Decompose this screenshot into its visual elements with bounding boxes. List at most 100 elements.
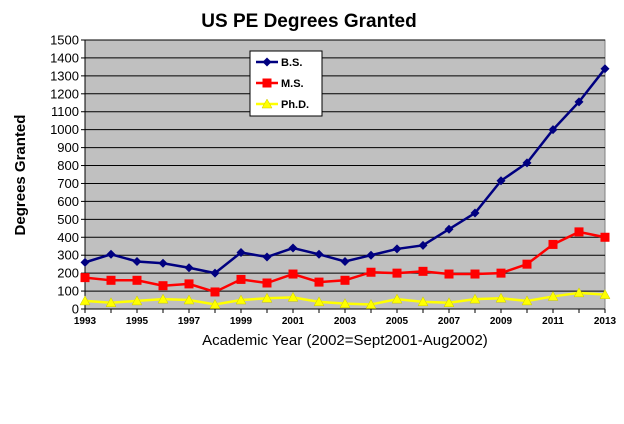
data-point-bs — [418, 240, 428, 250]
data-point-ms — [470, 269, 480, 279]
data-point-phd — [235, 294, 247, 305]
x-tick-label: 1997 — [178, 316, 201, 327]
x-tick-label: 2001 — [282, 316, 305, 327]
data-point-phd — [209, 299, 221, 309]
data-point-bs — [470, 208, 480, 218]
y-tick-label: 600 — [57, 194, 79, 209]
data-point-phd — [105, 297, 117, 307]
data-point-ms — [444, 269, 454, 279]
data-point-phd — [599, 289, 611, 299]
data-point-bs — [522, 158, 532, 168]
data-point-bs — [340, 256, 350, 266]
data-point-bs — [184, 263, 194, 273]
x-tick-label: 2009 — [490, 316, 513, 327]
data-point-bs — [132, 256, 142, 266]
data-point-bs — [106, 249, 116, 259]
data-point-phd — [313, 296, 325, 307]
data-point-ms — [80, 273, 90, 283]
data-point-bs — [444, 224, 454, 234]
data-point-ms — [262, 278, 272, 288]
data-point-phd — [573, 287, 585, 298]
data-point-phd — [157, 293, 169, 304]
data-point-ms — [288, 269, 298, 279]
y-tick-label: 400 — [57, 230, 79, 245]
data-point-ms — [158, 281, 168, 291]
data-point-phd — [417, 296, 429, 307]
data-point-ms — [106, 275, 116, 285]
data-point-phd — [183, 294, 195, 305]
legend-marker-bs — [262, 57, 272, 67]
y-tick-label: 100 — [57, 284, 79, 299]
data-point-bs — [574, 97, 584, 107]
y-tick-label: 1200 — [50, 86, 79, 101]
x-tick-label: 1995 — [126, 316, 149, 327]
data-point-phd — [79, 295, 91, 306]
legend-label-bs: B.S. — [281, 57, 302, 69]
x-axis-label: Academic Year (2002=Sept2001-Aug2002) — [202, 332, 488, 349]
y-tick-label: 1400 — [50, 50, 79, 65]
x-tick-label: 2003 — [334, 316, 357, 327]
y-tick-label: 700 — [57, 176, 79, 191]
y-tick-label: 800 — [57, 158, 79, 173]
data-point-bs — [314, 249, 324, 259]
data-point-ms — [210, 287, 220, 297]
data-point-phd — [365, 299, 377, 309]
data-point-bs — [210, 268, 220, 278]
data-point-phd — [521, 295, 533, 306]
y-tick-label: 1300 — [50, 68, 79, 83]
data-point-bs — [548, 125, 558, 135]
chart-title: US PE Degrees Granted — [201, 11, 416, 32]
series-ms — [80, 227, 610, 297]
y-tick-label: 1000 — [50, 122, 79, 137]
data-point-phd — [131, 295, 143, 306]
y-tick-label: 300 — [57, 248, 79, 263]
data-point-phd — [495, 292, 507, 303]
data-point-phd — [547, 290, 559, 301]
series-group — [79, 64, 611, 309]
data-point-ms — [496, 268, 506, 278]
legend: B.S. M.S. Ph.D. — [249, 50, 323, 117]
data-point-ms — [366, 267, 376, 277]
data-point-bs — [496, 176, 506, 186]
data-point-bs — [366, 250, 376, 260]
data-point-ms — [574, 227, 584, 237]
x-axis-ticks: 1993 1995 1997 1999 2001 2003 2005 2007 2009 2011… — [74, 309, 617, 327]
y-tick-label: 1100 — [51, 104, 79, 119]
legend-label-ms: M.S. — [281, 78, 304, 90]
x-tick-label: 2011 — [542, 316, 564, 327]
y-tick-label: 900 — [57, 140, 79, 155]
x-tick-label: 1999 — [230, 316, 253, 327]
y-axis-ticks: 0 100 200 300 400 500 600 700 800 900 1000 1100 1200… — [50, 33, 85, 317]
data-point-ms — [392, 268, 402, 278]
data-point-bs — [158, 258, 168, 268]
data-point-ms — [236, 274, 246, 284]
data-point-bs — [600, 64, 610, 74]
y-tick-label: 1500 — [50, 33, 79, 48]
y-axis-label: Degrees Granted — [12, 115, 29, 236]
data-point-bs — [80, 257, 90, 267]
legend-marker-phd — [261, 98, 273, 109]
y-tick-label: 500 — [57, 212, 79, 227]
data-point-phd — [339, 298, 351, 308]
data-point-phd — [287, 291, 299, 302]
data-point-ms — [418, 266, 428, 276]
data-point-bs — [236, 248, 246, 258]
data-point-bs — [262, 252, 272, 262]
data-point-ms — [184, 279, 194, 289]
data-point-phd — [469, 293, 481, 304]
x-tick-label: 2013 — [594, 316, 617, 327]
series-bs — [80, 64, 610, 278]
data-point-ms — [522, 259, 532, 269]
legend-label-phd: Ph.D. — [281, 99, 309, 111]
x-tick-label: 2007 — [438, 316, 461, 327]
data-point-ms — [314, 277, 324, 287]
data-point-phd — [261, 292, 273, 303]
x-tick-label: 2005 — [386, 316, 409, 327]
series-phd — [79, 287, 611, 309]
data-point-phd — [443, 297, 455, 307]
x-tick-label: 1993 — [74, 316, 97, 327]
data-point-ms — [600, 232, 610, 242]
data-point-phd — [391, 293, 403, 304]
data-point-bs — [392, 244, 402, 254]
